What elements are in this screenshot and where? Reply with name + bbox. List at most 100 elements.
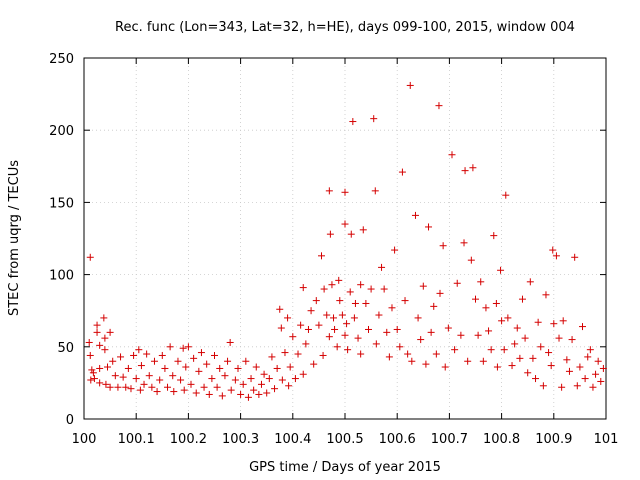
data-point [343, 320, 351, 328]
data-point [500, 346, 508, 354]
data-point [545, 349, 553, 357]
data-point [467, 256, 475, 264]
data-point [114, 383, 122, 391]
data-point [148, 383, 156, 391]
data-point [534, 318, 542, 326]
data-point [396, 343, 404, 351]
data-point [393, 325, 401, 333]
data-point [492, 299, 500, 307]
data-point [265, 375, 273, 383]
data-point [101, 334, 109, 342]
data-point [166, 343, 174, 351]
data-point [336, 297, 344, 305]
data-point [344, 346, 352, 354]
data-point [490, 232, 498, 240]
data-point [432, 350, 440, 358]
data-point [257, 380, 265, 388]
data-point [145, 372, 153, 380]
data-point [435, 102, 443, 110]
data-point [516, 354, 524, 362]
data-point [93, 328, 101, 336]
data-point [477, 278, 485, 286]
data-point [482, 304, 490, 312]
x-axis-label: GPS time / Days of year 2015 [249, 460, 441, 475]
data-point [537, 343, 545, 351]
axis-ticks: 100 100.1 100.2 100.3 100.4 100.5 100.6 100.7 10… [49, 52, 618, 447]
data-point [367, 285, 375, 293]
data-point [169, 372, 177, 380]
data-point [388, 304, 396, 312]
data-point [513, 324, 521, 332]
data-point [216, 364, 224, 372]
data-point [419, 282, 427, 290]
data-point [451, 346, 459, 354]
data-point [326, 230, 334, 238]
data-point [184, 343, 192, 351]
data-point [299, 284, 307, 292]
data-point [277, 324, 285, 332]
data-point [576, 363, 584, 371]
data-point [170, 388, 178, 396]
y-tick-label: 0 [66, 413, 74, 428]
data-point [383, 328, 391, 336]
data-point [325, 187, 333, 195]
data-point [457, 331, 465, 339]
data-point [273, 364, 281, 372]
data-point [250, 386, 258, 394]
data-point [597, 377, 605, 385]
x-tick-label: 101 [594, 432, 619, 447]
data-point [558, 383, 566, 391]
y-axis-label: STEC from uqrg / TECUs [7, 160, 22, 316]
data-point [174, 357, 182, 365]
data-point [406, 81, 414, 89]
data-point [439, 242, 447, 250]
data-point [88, 366, 96, 374]
data-point [85, 338, 93, 346]
data-point [226, 338, 234, 346]
grid [84, 58, 606, 419]
data-point [164, 383, 172, 391]
data-point [427, 328, 435, 336]
x-tick-label: 100.2 [170, 432, 207, 447]
data-point [425, 223, 433, 231]
y-tick-label: 50 [57, 341, 74, 356]
data-point [136, 386, 144, 394]
data-point [333, 343, 341, 351]
data-point [284, 314, 292, 322]
x-tick-label: 100.9 [535, 432, 572, 447]
data-point [359, 226, 367, 234]
data-point [320, 285, 328, 293]
data-point [213, 383, 221, 391]
y-tick-label: 250 [49, 52, 74, 67]
data-point [417, 336, 425, 344]
data-point [294, 350, 302, 358]
data-point [378, 263, 386, 271]
x-tick-label: 100 [72, 432, 97, 447]
x-tick-label: 100.1 [118, 432, 155, 447]
data-point [592, 370, 600, 378]
data-point [192, 389, 200, 397]
data-point [299, 370, 307, 378]
y-tick-label: 100 [49, 269, 74, 284]
data-point [586, 346, 594, 354]
data-point [584, 353, 592, 361]
data-point [547, 362, 555, 370]
data-point [526, 278, 534, 286]
data-point [568, 336, 576, 344]
data-point [86, 253, 94, 261]
data-point [140, 380, 148, 388]
data-point [371, 187, 379, 195]
data-point [179, 344, 187, 352]
data-point [338, 311, 346, 319]
data-point [579, 323, 587, 331]
data-point [96, 364, 104, 372]
data-point [263, 389, 271, 397]
data-point [161, 364, 169, 372]
data-point [497, 266, 505, 274]
data-point [518, 295, 526, 303]
data-point [195, 367, 203, 375]
data-point [330, 314, 338, 322]
data-point [331, 325, 339, 333]
data-point [529, 354, 537, 362]
data-point [444, 324, 452, 332]
